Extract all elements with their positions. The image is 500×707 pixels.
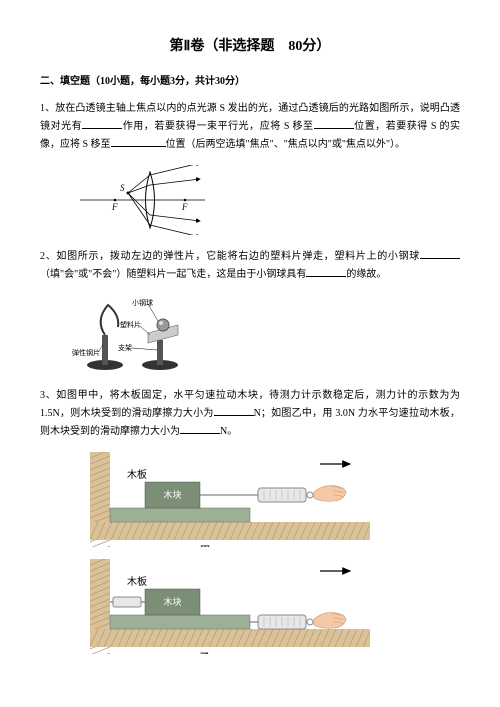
svg-text:木板: 木板 xyxy=(127,575,147,588)
q3-text-c: N。 xyxy=(220,426,237,437)
q1-blank-2 xyxy=(314,117,354,129)
svg-text:小钢球: 小钢球 xyxy=(132,298,153,307)
svg-text:塑料片: 塑料片 xyxy=(120,320,141,329)
section-header: 二、填空题（10小题，每小题3分，共计30分） xyxy=(40,73,460,90)
q2-text-b: （填"会"或"不会"）随塑料片一起飞走，这是由于小钢球具有 xyxy=(40,269,306,280)
q3-blank-1 xyxy=(214,404,254,416)
svg-text:木块: 木块 xyxy=(163,489,181,500)
q2-blank-1 xyxy=(420,247,460,259)
svg-text:木块: 木块 xyxy=(163,596,181,607)
svg-text:F: F xyxy=(111,202,118,212)
q3-num: 3、 xyxy=(40,390,56,401)
q2-text-a: 如图所示，拨动左边的弹性片，它能将右边的塑料片弹走，塑料片上的小钢球 xyxy=(56,251,420,262)
svg-text:甲: 甲 xyxy=(200,545,211,547)
q1-text-b: 作用，若要获得一束平行光，应将 S 移至 xyxy=(122,121,313,132)
question-1: 1、放在凸透镜主轴上焦点以内的点光源 S 发出的光，通过凸透镜后的光路如图所示，… xyxy=(40,100,460,153)
svg-text:F: F xyxy=(181,202,188,212)
svg-text:弹性钢片: 弹性钢片 xyxy=(72,348,100,357)
page-title: 第Ⅱ卷（非选择题 80分） xyxy=(40,35,460,59)
svg-text:支架: 支架 xyxy=(118,343,132,352)
question-2: 2、如图所示，拨动左边的弹性片，它能将右边的塑料片弹走，塑料片上的小钢球 （填"会… xyxy=(40,247,460,283)
q1-num: 1、 xyxy=(40,103,55,114)
q3-blank-2 xyxy=(180,422,220,434)
svg-text:S: S xyxy=(120,183,125,193)
q1-text-d: 位置（后两空选填"焦点"、"焦点以内"或"焦点以外"）。 xyxy=(166,139,406,150)
svg-text:乙: 乙 xyxy=(200,651,211,654)
q3-figure-jia: 木块 木板甲 xyxy=(90,452,460,547)
question-3: 3、如图甲中，将木板固定，水平匀速拉动木块，待测力计示数稳定后，测力计的示数为为… xyxy=(40,387,460,440)
q2-figure: 小钢球塑料片支架弹性钢片 xyxy=(70,295,460,375)
svg-text:木板: 木板 xyxy=(127,468,147,481)
q3-figure-yi: 木块 木板乙 xyxy=(90,559,460,654)
q2-num: 2、 xyxy=(40,251,56,262)
q1-figure: FFS xyxy=(70,165,460,235)
q2-blank-2 xyxy=(306,265,346,277)
q1-blank-3 xyxy=(111,135,166,147)
q1-blank-1 xyxy=(82,117,122,129)
q2-text-c: 的缘故。 xyxy=(346,269,386,280)
